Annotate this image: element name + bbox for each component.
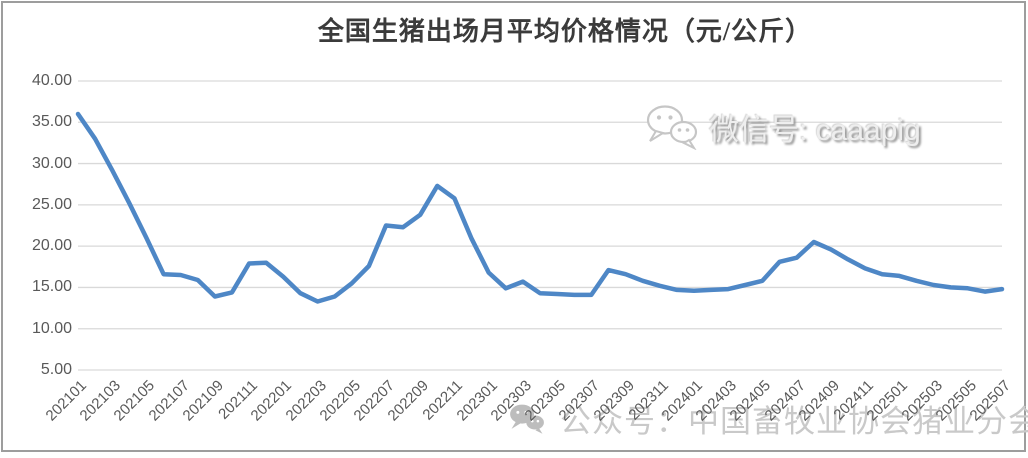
watermark-wechat-id: 微信号: caaapig	[645, 104, 921, 150]
chart-title: 全国生猪出场月平均价格情况（元/公斤）	[317, 17, 813, 46]
watermark-account-text: 公众号：中国畜牧业协会猪业分会	[560, 404, 1028, 439]
price-line	[75, 111, 1005, 304]
y-axis-tick-label: 40.00	[31, 72, 72, 89]
y-axis-tick-label: 35.00	[31, 113, 72, 131]
watermark-wechat-id-text: 微信号: caaapig	[709, 114, 921, 147]
y-axis-tick-label: 30.00	[31, 154, 72, 172]
y-axis-tick-label: 25.00	[31, 195, 72, 213]
y-axis-tick-label: 10.00	[31, 319, 72, 337]
y-axis-tick-label: 15.00	[31, 278, 72, 296]
wechat-icon	[646, 105, 698, 150]
y-axis-tick-label: 5.00	[40, 361, 72, 378]
wechat-icon	[510, 404, 544, 434]
watermark-account: 公众号：中国畜牧业协会猪业分会	[508, 396, 1028, 441]
y-axis-tick-label: 20.00	[31, 237, 72, 255]
